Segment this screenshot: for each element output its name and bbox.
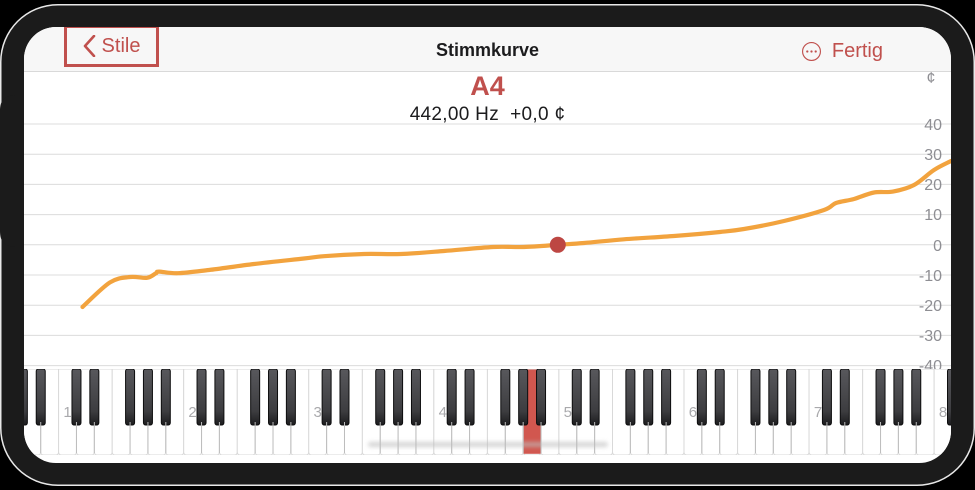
- svg-text:40: 40: [924, 117, 942, 134]
- svg-text:-10: -10: [919, 268, 942, 285]
- svg-text:-30: -30: [919, 328, 942, 345]
- svg-text:7: 7: [814, 404, 822, 421]
- svg-text:¢: ¢: [927, 70, 936, 87]
- svg-text:10: 10: [924, 207, 942, 224]
- svg-text:1: 1: [63, 404, 71, 421]
- svg-text:3: 3: [314, 404, 322, 421]
- svg-text:2: 2: [188, 404, 196, 421]
- svg-text:6: 6: [689, 404, 697, 421]
- svg-text:4: 4: [439, 404, 447, 421]
- svg-text:0: 0: [933, 238, 942, 255]
- svg-text:30: 30: [924, 147, 942, 164]
- svg-text:5: 5: [564, 404, 572, 421]
- svg-text:8: 8: [939, 404, 947, 421]
- svg-text:20: 20: [924, 177, 942, 194]
- svg-text:-20: -20: [919, 298, 942, 315]
